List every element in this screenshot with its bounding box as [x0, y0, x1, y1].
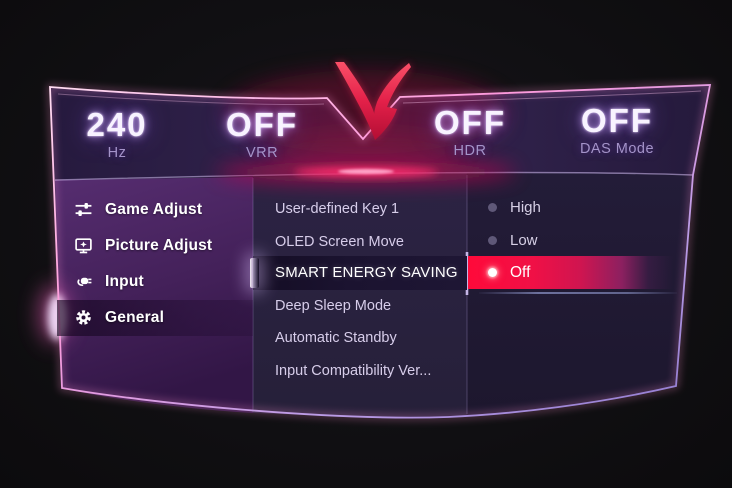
stat-value: 240 — [86, 106, 148, 143]
radio-selected-icon — [488, 268, 497, 277]
stat-vrr: OFF VRR — [192, 106, 332, 162]
sidebar-item-label: General — [105, 308, 165, 326]
menu-column-fill — [253, 173, 467, 417]
option-off[interactable]: Off — [467, 256, 679, 289]
option-high[interactable]: High — [467, 191, 679, 224]
menu-item-automatic-standby[interactable]: Automatic Standby — [275, 330, 397, 346]
menu-item-smart-energy-saving[interactable]: SMART ENERGY SAVING — [275, 264, 458, 281]
option-label: Low — [510, 232, 538, 249]
sliders-icon — [75, 202, 92, 217]
stat-value: OFF — [226, 106, 298, 143]
radio-icon — [488, 203, 497, 212]
sidebar-item-input[interactable]: Input — [66, 263, 248, 300]
stat-value: OFF — [581, 102, 653, 139]
menu-item-oled-screen-move[interactable]: OLED Screen Move — [275, 234, 404, 250]
options-column-fill — [467, 173, 693, 415]
option-label: High — [510, 199, 541, 216]
menu-item-user-defined-key-1[interactable]: User-defined Key 1 — [275, 201, 400, 217]
menu-item-deep-sleep-mode[interactable]: Deep Sleep Mode — [275, 298, 392, 314]
panel-border — [49, 84, 712, 419]
inner-border-right — [402, 90, 702, 104]
sidebar-item-label: Picture Adjust — [105, 236, 213, 254]
monitor-icon — [75, 238, 92, 254]
stat-label: DAS Mode — [579, 141, 655, 157]
menu-selected-indicator — [250, 258, 259, 288]
option-selected-row-highlight — [468, 256, 673, 289]
sidebar-fill — [55, 177, 253, 413]
sidebar-item-game-adjust[interactable]: Game Adjust — [66, 191, 248, 228]
stat-refresh-rate: 240 Hz — [47, 106, 187, 162]
sidebar-item-general[interactable]: General — [66, 299, 248, 336]
stat-label: VRR — [245, 145, 279, 161]
stat-value: OFF — [434, 104, 506, 141]
stat-label: Hz — [107, 145, 127, 161]
inner-border-left — [57, 93, 325, 106]
sidebar-item-picture-adjust[interactable]: Picture Adjust — [66, 227, 248, 264]
option-low[interactable]: Low — [467, 224, 679, 257]
plug-icon — [77, 277, 92, 287]
stat-label: HDR — [453, 143, 487, 159]
option-label: Off — [510, 263, 531, 281]
menu-selected-row-highlight — [253, 256, 467, 290]
sidebar-item-label: Input — [105, 272, 144, 290]
stat-hdr: OFF HDR — [400, 104, 540, 160]
red-flare — [216, 161, 516, 183]
gear-icon — [76, 310, 91, 325]
menu-item-input-compatibility[interactable]: Input Compatibility Ver... — [275, 363, 432, 379]
ultragear-logo-icon — [335, 62, 411, 140]
sidebar-item-label: Game Adjust — [105, 200, 203, 218]
options-bottom-divider — [479, 292, 677, 294]
radio-icon — [488, 236, 497, 245]
stat-das-mode: OFF DAS Mode — [547, 102, 687, 158]
